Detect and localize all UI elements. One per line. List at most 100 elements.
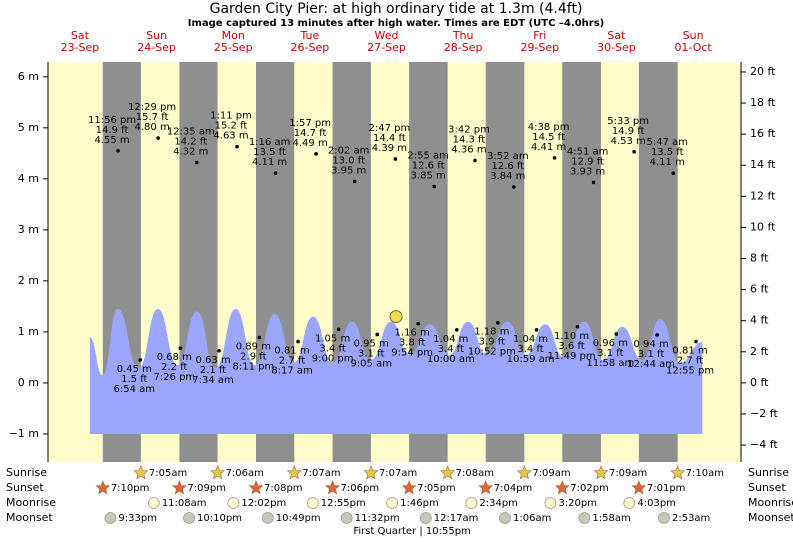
tide-label: 14.9 ft: [612, 126, 645, 137]
tide-label: 13.5 ft: [253, 147, 286, 158]
tide-point: [552, 156, 557, 160]
tide-label: 3:52 am: [487, 151, 529, 162]
moonset-time: 11:32pm: [355, 513, 400, 524]
day-date: 27-Sep: [367, 41, 406, 54]
chart-subtitle: Image captured 13 minutes after high wat…: [188, 18, 604, 29]
y2-tick-label: 18 ft: [750, 96, 776, 109]
tide-label: 6:54 am: [114, 384, 156, 395]
tide-label: 15.7 ft: [136, 112, 169, 123]
tide-point: [655, 333, 659, 337]
sunset-time: 7:01pm: [647, 483, 686, 494]
moonrise-time: 11:08am: [162, 498, 207, 509]
row-label: Sunrise: [6, 466, 47, 479]
moon-phase: First Quarter | 10:55pm: [353, 526, 471, 537]
sunset-time: 7:02pm: [570, 483, 609, 494]
moonrise-icon: [227, 497, 240, 509]
tide-label: 1:57 pm: [289, 118, 331, 129]
tide-label: 4.53 m: [611, 136, 646, 147]
tide-label: 2:55 am: [407, 150, 449, 161]
tide-label: 3.4 ft: [319, 343, 345, 354]
sunrise-time: 7:07am: [379, 468, 417, 479]
tide-label: 1.04 m: [513, 334, 548, 345]
tide-point: [336, 327, 341, 332]
tide-point: [375, 332, 380, 337]
tide-label: 0.81 m: [274, 346, 309, 357]
tide-label: 13.0 ft: [332, 155, 365, 166]
tide-point: [591, 180, 596, 185]
moonset-icon: [578, 512, 591, 524]
tide-label: 0.45 m: [117, 364, 152, 375]
tide-label: 12.9 ft: [571, 156, 604, 167]
y-tick-label: −1 m: [9, 427, 39, 440]
day-date: 25-Sep: [214, 41, 253, 54]
tide-point: [352, 179, 357, 184]
sunset-icon: [325, 480, 340, 495]
tide-label: 3.4 ft: [438, 344, 464, 355]
tide-point: [296, 339, 300, 344]
tide-label: 14.3 ft: [453, 134, 486, 145]
moonrise-time: 4:03pm: [637, 498, 676, 509]
tide-point: [694, 339, 698, 344]
tide-point: [575, 324, 580, 329]
tide-label: 8:17 am: [271, 366, 313, 377]
sunset-time: 7:09pm: [187, 483, 226, 494]
tide-label: 15.2 ft: [215, 121, 248, 132]
moonset-time: 12:17am: [434, 513, 479, 524]
tide-label: 13.5 ft: [651, 147, 684, 158]
tide-point: [632, 149, 636, 154]
tide-label: 4.36 m: [451, 144, 486, 155]
tide-label: 4.63 m: [213, 131, 248, 142]
sunset-icon: [554, 480, 570, 495]
sunrise-time: 7:10am: [686, 468, 724, 479]
sunrise-icon: [210, 465, 225, 480]
tide-label: 1:16 am: [249, 137, 291, 148]
tide-label: 14.7 ft: [294, 128, 327, 139]
sunset-icon: [631, 480, 647, 495]
tide-point: [217, 348, 221, 353]
sunset-icon: [478, 480, 494, 495]
y-tick-label: 2 m: [18, 274, 39, 287]
moonrise-icon: [306, 497, 319, 509]
tide-label: 12:55 pm: [666, 366, 714, 377]
moonrise-time: 12:02pm: [241, 498, 286, 509]
tide-label: 2:02 am: [328, 145, 370, 156]
tide-point: [235, 144, 239, 149]
y-tick-label: 0 m: [18, 376, 39, 389]
tide-label: 4.80 m: [135, 122, 170, 133]
sunrise-icon: [440, 465, 456, 480]
sunrise-icon: [133, 465, 149, 480]
sunset-icon: [95, 480, 111, 495]
tide-point: [671, 171, 676, 176]
current-level: [389, 310, 403, 324]
day-date: 29-Sep: [520, 41, 559, 54]
tide-curve: [89, 308, 703, 434]
tide-label: 1.5 ft: [121, 374, 147, 385]
tide-label: 5:33 pm: [607, 116, 649, 127]
sunrise-time: 7:05am: [149, 468, 187, 479]
tide-label: 5:47 am: [646, 137, 688, 148]
sunset-time: 7:10pm: [111, 483, 150, 494]
tide-label: 0.68 m: [157, 352, 192, 363]
tide-label: 3.1 ft: [597, 348, 623, 359]
row-label: Moonrise: [6, 496, 56, 509]
moonset-time: 9:33pm: [118, 513, 157, 524]
tide-label: 1.04 m: [433, 334, 468, 345]
sunset-time: 7:04pm: [494, 483, 533, 494]
tide-point: [534, 328, 539, 332]
tide-label: 12:35 am: [167, 127, 215, 138]
day-date: 01-Oct: [674, 41, 712, 54]
moonrise-time: 1:46pm: [400, 498, 439, 509]
tide-label: 10:00 am: [427, 354, 475, 365]
tide-label: 3.85 m: [411, 170, 446, 181]
y-tick-label: 4 m: [18, 172, 39, 185]
tide-point: [416, 321, 420, 326]
sunset-time: 7:08pm: [264, 483, 303, 494]
tide-label: 9:54 pm: [391, 348, 433, 359]
tide-label: 3.6 ft: [558, 341, 584, 352]
tide-label: 3.8 ft: [399, 338, 425, 349]
y-tick-label: 3 m: [18, 223, 39, 236]
tide-label: 14.4 ft: [373, 133, 406, 144]
y2-tick-label: 0 ft: [750, 376, 769, 389]
day-weekday: Fri: [533, 29, 546, 42]
tide-point: [454, 328, 459, 332]
